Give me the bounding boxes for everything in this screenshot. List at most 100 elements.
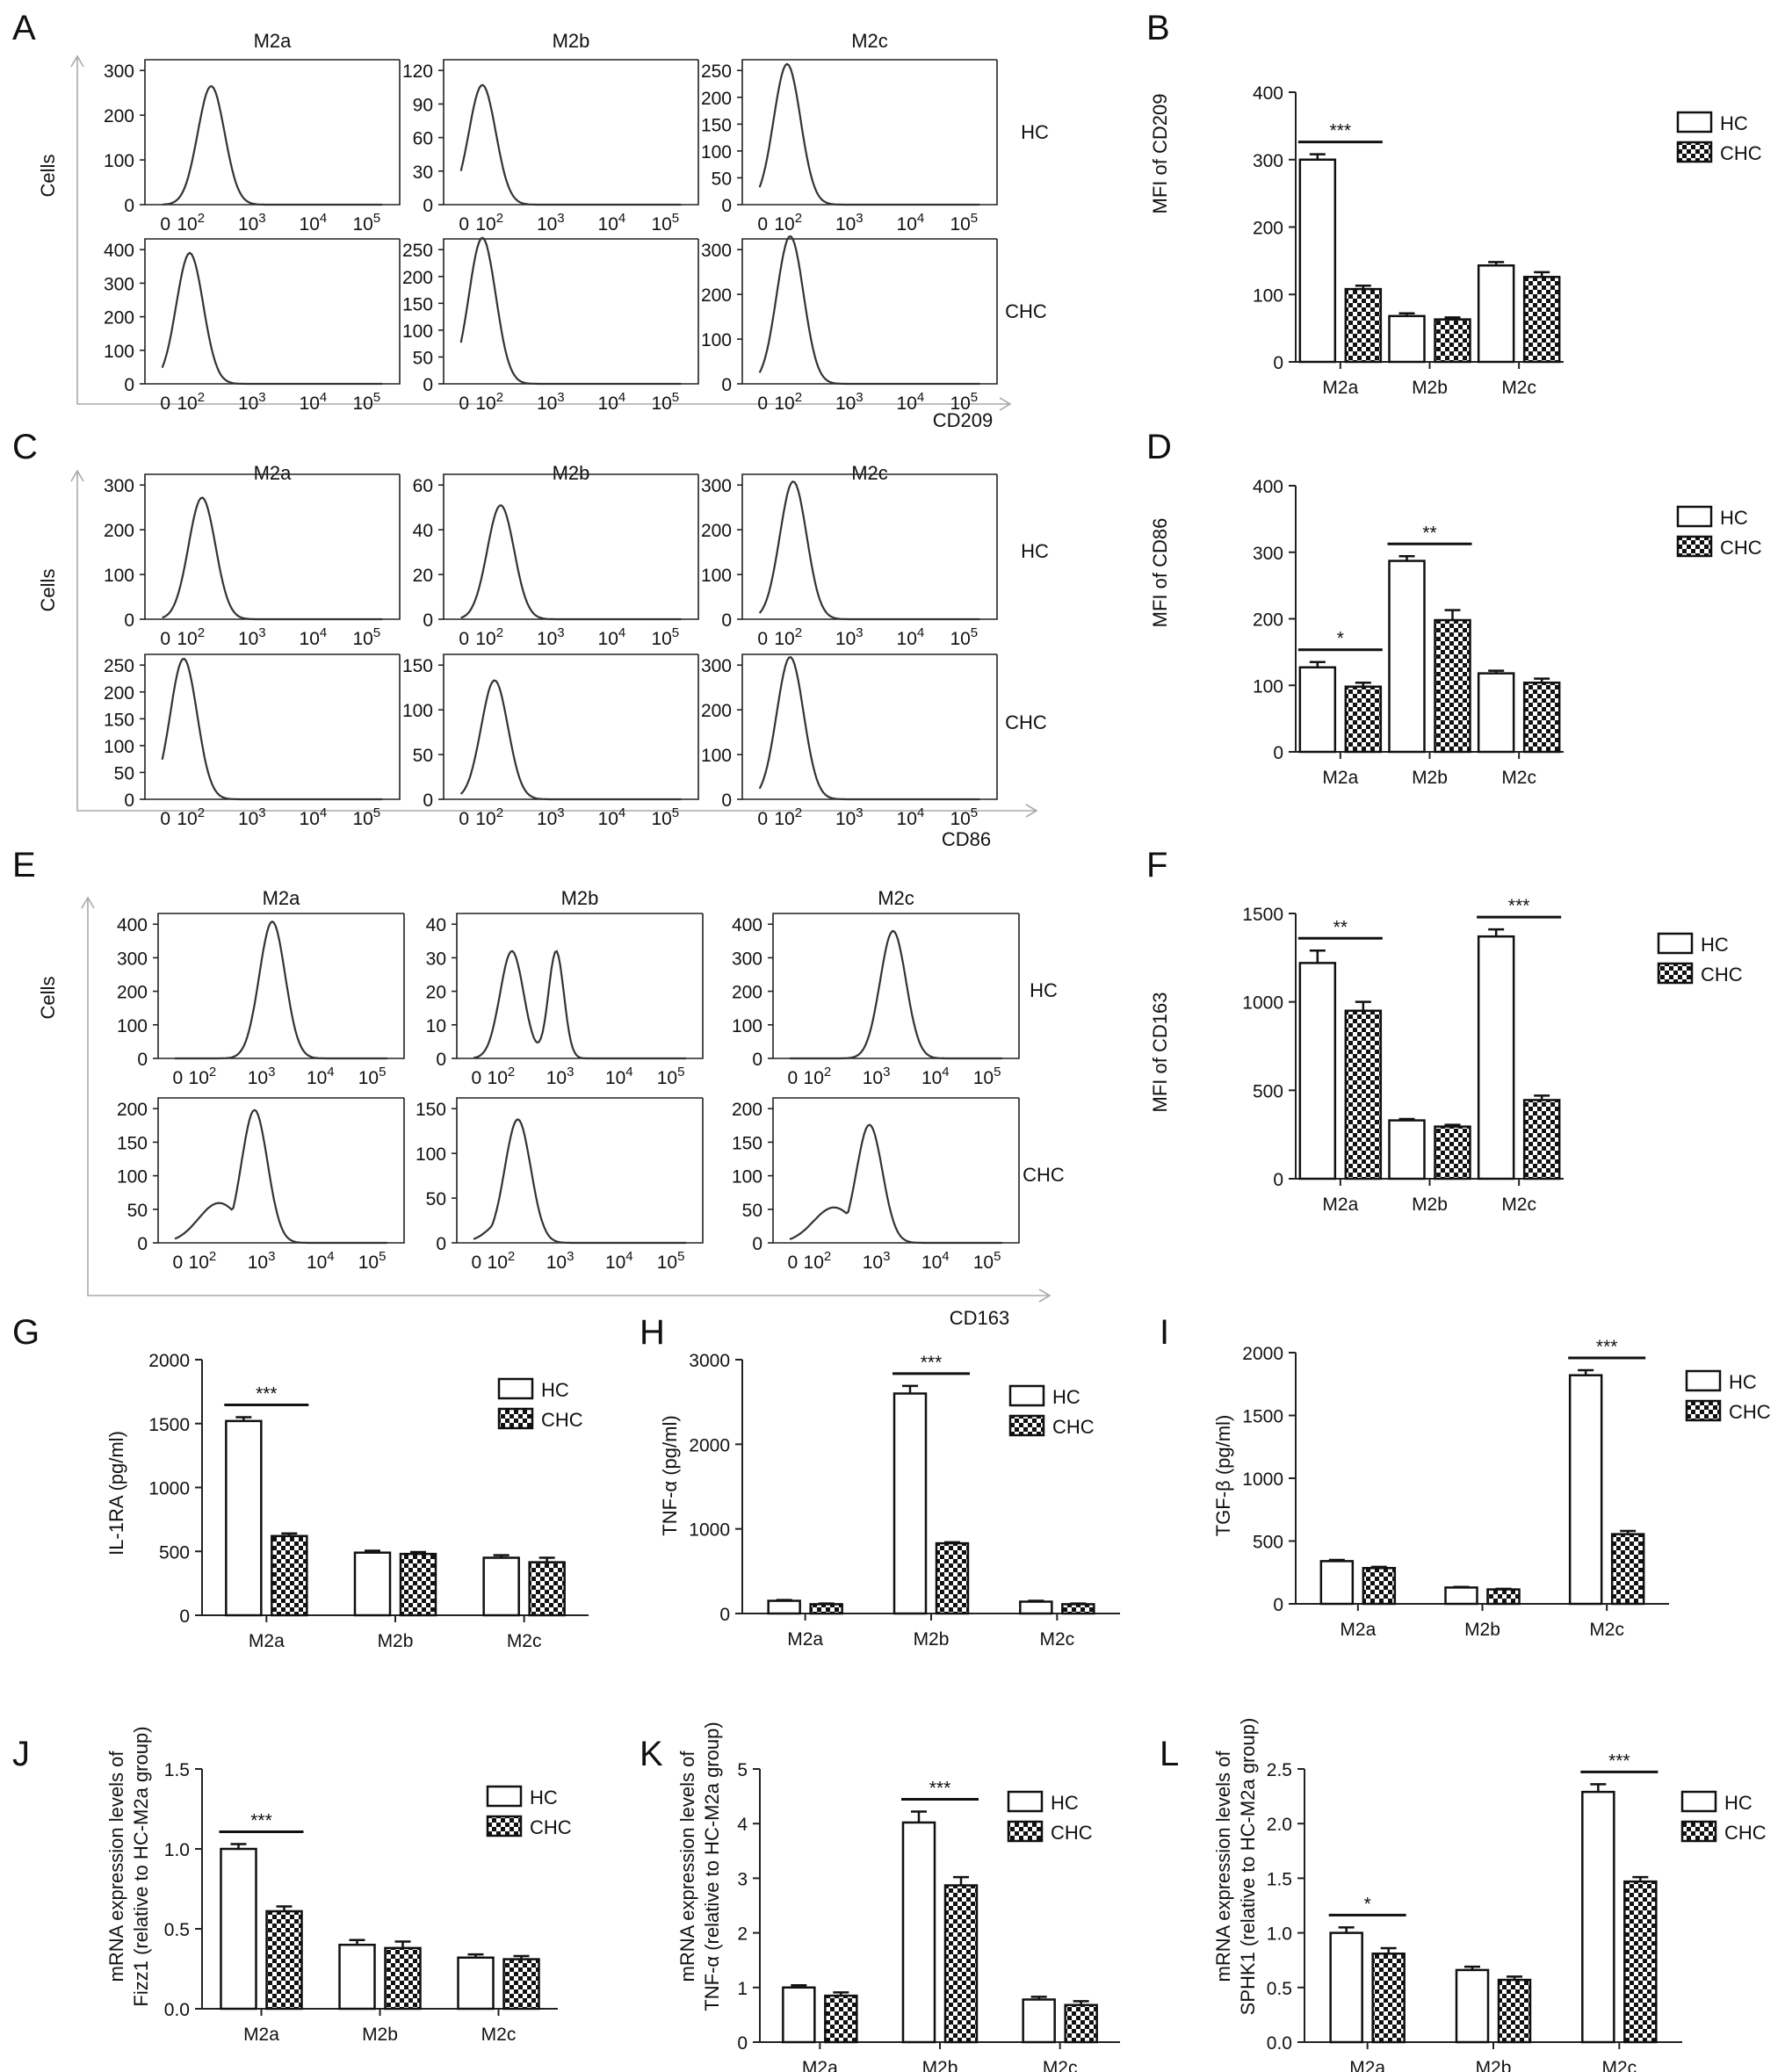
x-tick-label: 103 <box>537 211 565 235</box>
legend-swatch-CHC <box>1008 1414 1045 1437</box>
bar-HC-M2a <box>1329 1931 1363 2044</box>
bar-HC-M2c <box>1581 1790 1615 2044</box>
panel-letter: G <box>12 1313 40 1352</box>
y-tick-label: 1.0 <box>164 1840 190 1860</box>
significance-label: ** <box>1422 523 1436 543</box>
y-tick-label: 100 <box>104 566 134 586</box>
panel-letter: I <box>1160 1313 1169 1352</box>
bar-CHC-M2b <box>1434 1125 1471 1180</box>
y-tick-label: 150 <box>402 656 433 676</box>
y-tick-label: 300 <box>1253 544 1283 564</box>
legend-label-HC: HC <box>1724 1792 1752 1814</box>
x-tick-label: 104 <box>598 390 626 414</box>
x-tick-label: 103 <box>238 390 266 414</box>
y-tick-label: 100 <box>104 737 134 757</box>
x-tick-label: 0 <box>160 393 170 414</box>
x-tick-label: 104 <box>300 805 328 829</box>
bar-HC-M2c <box>1477 672 1515 754</box>
x-tick-label: 0 <box>459 809 469 829</box>
legend-swatch-CHC <box>497 1407 534 1430</box>
x-tick-label: 105 <box>651 390 679 414</box>
x-tick-label: 102 <box>475 805 503 829</box>
bar-HC-M2b <box>1388 314 1426 364</box>
y-tick-label: 90 <box>413 95 433 115</box>
x-tick-label: 103 <box>537 390 565 414</box>
y-tick-label: 200 <box>732 983 762 1003</box>
bar-HC-M2c <box>1568 1374 1603 1606</box>
y-tick-label: 100 <box>701 566 732 586</box>
y-tick-label: 50 <box>742 1201 762 1221</box>
y-axis-label: TNF-α (pg/ml) <box>659 1415 681 1535</box>
x-tick-label: 102 <box>488 1249 516 1273</box>
y-tick-label: 150 <box>117 1133 148 1153</box>
histogram-curve-C-0-2 <box>758 480 980 621</box>
significance-label: *** <box>1508 896 1530 916</box>
y-tick-label: 150 <box>416 1100 446 1120</box>
column-title-M2c: M2c <box>851 30 888 52</box>
y-tick-label: 0 <box>721 196 732 216</box>
x-tick-label-M2a: M2a <box>787 1629 823 1650</box>
legend-label-CHC: CHC <box>1724 1822 1767 1844</box>
x-tick-label: 104 <box>598 805 626 829</box>
significance-label: *** <box>921 1353 943 1373</box>
y-tick-label: 400 <box>117 915 148 935</box>
y-tick-label: 100 <box>701 142 732 162</box>
x-tick-label: 105 <box>950 211 978 235</box>
x-tick-label: 104 <box>300 390 328 414</box>
x-tick-label: 102 <box>189 1249 217 1273</box>
y-tick-label: 100 <box>402 701 433 721</box>
histogram-frame <box>144 473 401 620</box>
bar-CHC-M2b <box>1434 318 1471 364</box>
y-tick-label: 150 <box>104 710 134 730</box>
row-label-HC: HC <box>1021 540 1049 562</box>
y-tick-label: 300 <box>104 274 134 294</box>
legend-swatch-CHC <box>1657 962 1694 985</box>
y-tick-label: 50 <box>413 746 433 766</box>
y-tick-label: 0 <box>719 1605 730 1625</box>
x-tick-label: 105 <box>651 625 679 649</box>
x-tick-label: 105 <box>352 805 380 829</box>
panel-I: I TGF-β (pg/ml) 0 500 1000 1500 2000 M2a M2b M2c *… <box>1160 1313 1771 1640</box>
x-tick-label: 0 <box>459 214 469 235</box>
x-tick-label: 104 <box>897 390 925 414</box>
histogram-frame <box>144 59 401 206</box>
y-tick-label: 150 <box>701 115 732 135</box>
x-tick-label: 102 <box>804 1065 832 1088</box>
x-tick-label: 102 <box>475 390 503 414</box>
x-tick-label: 103 <box>863 1065 891 1088</box>
y-tick-label: 0 <box>423 196 433 216</box>
row-label-CHC: CHC <box>1023 1164 1065 1186</box>
y-tick-label: 150 <box>732 1133 762 1153</box>
legend-swatch-CHC <box>486 1815 523 1837</box>
x-tick-label: 103 <box>835 390 864 414</box>
column-title-M2c: M2c <box>878 887 914 909</box>
legend-swatch-HC <box>1008 1384 1045 1407</box>
y-tick-label: 0.0 <box>1267 2033 1292 2054</box>
x-tick-label: 103 <box>537 625 565 649</box>
y-tick-label: 2 <box>737 1924 748 1945</box>
y-tick-label: 30 <box>413 162 433 183</box>
y-tick-label: 300 <box>701 476 732 496</box>
bar-CHC-M2c <box>1064 2003 1098 2044</box>
y-tick-label: 1.5 <box>1267 1869 1292 1889</box>
y-tick-label: 200 <box>701 89 732 109</box>
histogram-frame <box>443 59 699 206</box>
y-axis-label: TGF-β (pg/ml) <box>1212 1415 1234 1537</box>
x-tick-label: 102 <box>189 1065 217 1088</box>
x-tick-label-M2b: M2b <box>362 2025 398 2045</box>
y-tick-label: 400 <box>732 915 762 935</box>
y-axis-label-2: Fizz1 (relative to HC-M2a group) <box>130 1726 152 2006</box>
y-tick-label: 60 <box>413 129 433 149</box>
x-tick-label: 0 <box>472 1068 482 1088</box>
legend-label-CHC: CHC <box>1701 964 1743 985</box>
legend-label-HC: HC <box>1052 1386 1080 1408</box>
legend-swatch-CHC <box>1676 535 1713 558</box>
y-tick-label: 1500 <box>1242 1407 1283 1427</box>
x-tick-label-M2c: M2c <box>1589 1620 1624 1640</box>
column-title-M2b: M2b <box>553 30 590 52</box>
x-tick-label-M2c: M2c <box>1501 768 1536 788</box>
column-title-M2a: M2a <box>254 462 293 484</box>
histogram-curve-C-0-0 <box>162 496 383 621</box>
